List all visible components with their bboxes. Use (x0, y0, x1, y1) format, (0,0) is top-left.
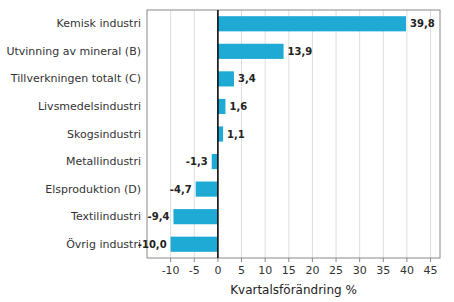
tick-mark (170, 258, 171, 262)
data-label: -10,0 (138, 239, 167, 250)
tick-mark (359, 258, 360, 262)
bar (212, 154, 218, 169)
tick-label: 5 (238, 264, 245, 277)
category-label: Kemisk industri (57, 17, 141, 30)
chart-container: -10 -5 0 5 10 15 20 25 30 35 40 45 Övrig industri Tex… (0, 0, 454, 302)
bar (218, 16, 406, 31)
tick-label: 15 (282, 264, 296, 277)
bars (171, 16, 406, 252)
bar (171, 237, 218, 252)
category-label: Tillverkningen totalt (C) (10, 72, 141, 85)
x-axis-label: Kvartalsförändring % (230, 283, 357, 297)
grid-line (430, 10, 431, 258)
category-label: Utvinning av mineral (B) (6, 45, 141, 58)
grid-line (383, 10, 384, 258)
grid-line (217, 10, 218, 258)
tick-mark (194, 258, 195, 262)
bar (218, 126, 223, 141)
category-label: Metallindustri (66, 155, 141, 168)
zero-line (217, 10, 219, 258)
grid (171, 10, 431, 258)
tick-label: -5 (189, 264, 200, 277)
bar (218, 44, 284, 59)
data-label: 13,9 (288, 46, 313, 57)
tick-label: 20 (305, 264, 319, 277)
bar (218, 99, 226, 114)
plot-frame (147, 10, 440, 258)
tick-mark (406, 258, 407, 262)
data-label: 1,1 (227, 129, 245, 140)
tick-label: 25 (329, 264, 343, 277)
tick-label: 0 (214, 264, 221, 277)
y-axis: Övrig industri Textilindustri Elsproduktio… (6, 17, 141, 250)
tick-mark (312, 258, 313, 262)
tick-label: 45 (424, 264, 438, 277)
tick-mark (241, 258, 242, 262)
x-axis: -10 -5 0 5 10 15 20 25 30 35 40 45 (162, 258, 438, 277)
tick-label: 10 (258, 264, 272, 277)
page: {"chart_data": {"type": "bar", "orientat… (0, 0, 454, 302)
tick-mark (383, 258, 384, 262)
grid-line (406, 10, 407, 258)
data-label: 3,4 (238, 73, 256, 84)
tick-mark (288, 258, 289, 262)
data-labels: -10,0 -9,4 -4,7 -1,3 1,1 1,6 3,4 13,9 39,8 (138, 18, 435, 249)
category-label: Elsproduktion (D) (45, 183, 141, 196)
category-label: Livsmedelsindustri (38, 100, 141, 113)
bar (173, 209, 217, 224)
tick-label: 40 (400, 264, 414, 277)
tick-label: 30 (353, 264, 367, 277)
data-label: 1,6 (229, 101, 247, 112)
tick-mark (217, 258, 218, 262)
category-label: Textilindustri (70, 210, 141, 223)
tick-label: -10 (162, 264, 180, 277)
tick-mark (265, 258, 266, 262)
data-label: -4,7 (170, 184, 192, 195)
category-label: Skogsindustri (67, 128, 141, 141)
data-label: -9,4 (148, 211, 170, 222)
tick-label: 35 (376, 264, 390, 277)
bar (196, 182, 218, 197)
bar (218, 71, 234, 86)
grid-line (336, 10, 337, 258)
grid-line (170, 10, 171, 258)
data-label: 39,8 (410, 18, 435, 29)
tick-mark (336, 258, 337, 262)
category-label: Övrig industri (66, 238, 141, 251)
tick-mark (430, 258, 431, 262)
grid-line (359, 10, 360, 258)
chart-svg: -10 -5 0 5 10 15 20 25 30 35 40 45 Övrig industri Tex… (0, 0, 454, 302)
data-label: -1,3 (186, 156, 208, 167)
